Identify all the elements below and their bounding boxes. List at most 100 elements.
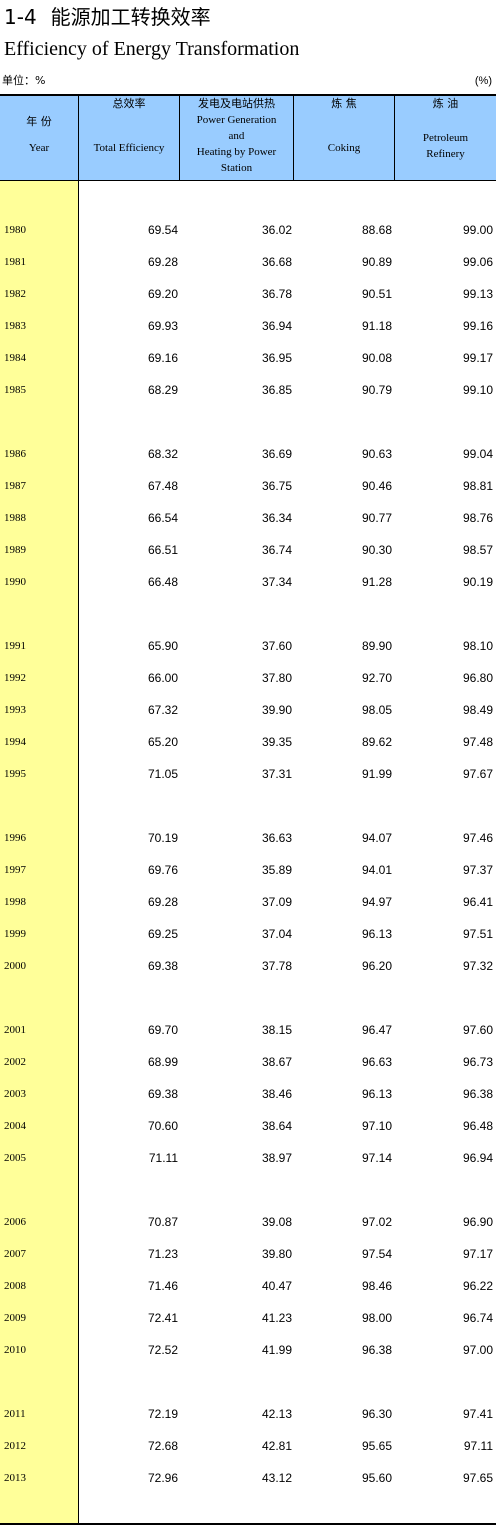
page-title-cn: 1-4 能源加工转换效率 — [4, 4, 211, 30]
power-generation-cell: 36.34 — [261, 511, 292, 525]
refinery-cell: 97.65 — [462, 1471, 493, 1485]
coking-cell: 96.13 — [361, 927, 392, 941]
total-efficiency-cell: 72.52 — [147, 1343, 178, 1357]
refinery-cell: 97.46 — [462, 831, 493, 845]
unit-label-cn: 单位：% — [2, 74, 46, 87]
refinery-cell: 97.00 — [462, 1343, 493, 1357]
title-cn-text: 能源加工转换效率 — [50, 5, 211, 29]
year-cell: 1983 — [4, 320, 26, 332]
refinery-cell: 97.67 — [462, 767, 493, 781]
power-generation-cell: 38.46 — [261, 1087, 292, 1101]
header-refinery-en-1: Petroleum — [422, 132, 469, 144]
table-row: 2000 69.38 37.78 96.20 97.32 — [0, 956, 496, 976]
table-row: 2013 72.96 43.12 95.60 97.65 — [0, 1468, 496, 1488]
refinery-cell: 96.22 — [462, 1279, 493, 1293]
total-efficiency-cell: 68.29 — [147, 383, 178, 397]
table-row: 2006 70.87 39.08 97.02 96.90 — [0, 1212, 496, 1232]
year-cell: 2008 — [4, 1280, 26, 1292]
refinery-cell: 96.94 — [462, 1151, 493, 1165]
refinery-cell: 99.16 — [462, 319, 493, 333]
total-efficiency-cell: 65.20 — [147, 735, 178, 749]
unit-label-en: (%) — [474, 75, 492, 87]
header-refinery-en-2: Refinery — [426, 148, 465, 160]
table-row: 1989 66.51 36.74 90.30 98.57 — [0, 540, 496, 560]
power-generation-cell: 39.08 — [261, 1215, 292, 1229]
coking-cell: 97.54 — [361, 1247, 392, 1261]
efficiency-table: 年 份 Year 总效率 Total Efficiency 发电及电站供热 Po… — [0, 94, 496, 1525]
refinery-cell: 98.10 — [462, 639, 493, 653]
refinery-cell: 90.19 — [462, 575, 493, 589]
coking-cell: 91.99 — [361, 767, 392, 781]
coking-cell: 95.65 — [361, 1439, 392, 1453]
power-generation-cell: 38.67 — [261, 1055, 292, 1069]
coking-cell: 88.68 — [361, 223, 392, 237]
year-cell: 1982 — [4, 288, 26, 300]
refinery-cell: 96.74 — [462, 1311, 493, 1325]
table-top-rule — [0, 94, 496, 96]
table-row: 1993 67.32 39.90 98.05 98.49 — [0, 700, 496, 720]
total-efficiency-cell: 67.32 — [147, 703, 178, 717]
power-generation-cell: 37.09 — [261, 895, 292, 909]
refinery-cell: 97.37 — [462, 863, 493, 877]
coking-cell: 90.63 — [361, 447, 392, 461]
header-divider-2 — [293, 96, 294, 180]
table-row: 1995 71.05 37.31 91.99 97.67 — [0, 764, 496, 784]
total-efficiency-cell: 69.16 — [147, 351, 178, 365]
power-generation-cell: 37.04 — [261, 927, 292, 941]
year-cell: 2010 — [4, 1344, 26, 1356]
refinery-cell: 99.06 — [462, 255, 493, 269]
refinery-cell: 99.13 — [462, 287, 493, 301]
total-efficiency-cell: 71.23 — [147, 1247, 178, 1261]
refinery-cell: 96.80 — [462, 671, 493, 685]
year-cell: 2004 — [4, 1120, 26, 1132]
table-row: 2003 69.38 38.46 96.13 96.38 — [0, 1084, 496, 1104]
coking-cell: 96.47 — [361, 1023, 392, 1037]
table-row: 1994 65.20 39.35 89.62 97.48 — [0, 732, 496, 752]
power-generation-cell: 39.90 — [261, 703, 292, 717]
coking-cell: 90.46 — [361, 479, 392, 493]
table-row: 2009 72.41 41.23 98.00 96.74 — [0, 1308, 496, 1328]
coking-cell: 94.97 — [361, 895, 392, 909]
total-efficiency-cell: 70.19 — [147, 831, 178, 845]
coking-cell: 90.77 — [361, 511, 392, 525]
year-cell: 1980 — [4, 224, 26, 236]
year-column-divider — [78, 96, 79, 1523]
table-row: 2011 72.19 42.13 96.30 97.41 — [0, 1404, 496, 1424]
coking-cell: 89.90 — [361, 639, 392, 653]
power-generation-cell: 43.12 — [261, 1471, 292, 1485]
header-year-cn: 年 份 — [26, 115, 52, 128]
power-generation-cell: 36.68 — [261, 255, 292, 269]
year-cell: 2000 — [4, 960, 26, 972]
coking-cell: 96.20 — [361, 959, 392, 973]
year-cell: 1984 — [4, 352, 26, 364]
total-efficiency-cell: 72.96 — [147, 1471, 178, 1485]
table-row: 2002 68.99 38.67 96.63 96.73 — [0, 1052, 496, 1072]
total-efficiency-cell: 69.28 — [147, 255, 178, 269]
power-generation-cell: 39.35 — [261, 735, 292, 749]
power-generation-cell: 41.23 — [261, 1311, 292, 1325]
refinery-cell: 97.51 — [462, 927, 493, 941]
total-efficiency-cell: 69.54 — [147, 223, 178, 237]
year-cell: 1993 — [4, 704, 26, 716]
page-title-en: Efficiency of Energy Transformation — [4, 38, 300, 60]
table-row: 1981 69.28 36.68 90.89 99.06 — [0, 252, 496, 272]
coking-cell: 96.38 — [361, 1343, 392, 1357]
table-row: 1988 66.54 36.34 90.77 98.76 — [0, 508, 496, 528]
coking-cell: 91.18 — [361, 319, 392, 333]
year-cell: 2012 — [4, 1440, 26, 1452]
power-generation-cell: 37.31 — [261, 767, 292, 781]
header-divider-1 — [179, 96, 180, 180]
total-efficiency-cell: 72.41 — [147, 1311, 178, 1325]
coking-cell: 90.79 — [361, 383, 392, 397]
year-cell: 2009 — [4, 1312, 26, 1324]
total-efficiency-cell: 72.68 — [147, 1439, 178, 1453]
total-efficiency-cell: 72.19 — [147, 1407, 178, 1421]
refinery-cell: 97.11 — [463, 1439, 493, 1453]
refinery-cell: 96.48 — [462, 1119, 493, 1133]
total-efficiency-cell: 69.93 — [147, 319, 178, 333]
table-row: 1998 69.28 37.09 94.97 96.41 — [0, 892, 496, 912]
header-power-en-3: Heating by Power — [196, 146, 277, 158]
year-cell: 1994 — [4, 736, 26, 748]
table-row: 2010 72.52 41.99 96.38 97.00 — [0, 1340, 496, 1360]
coking-cell: 90.08 — [361, 351, 392, 365]
